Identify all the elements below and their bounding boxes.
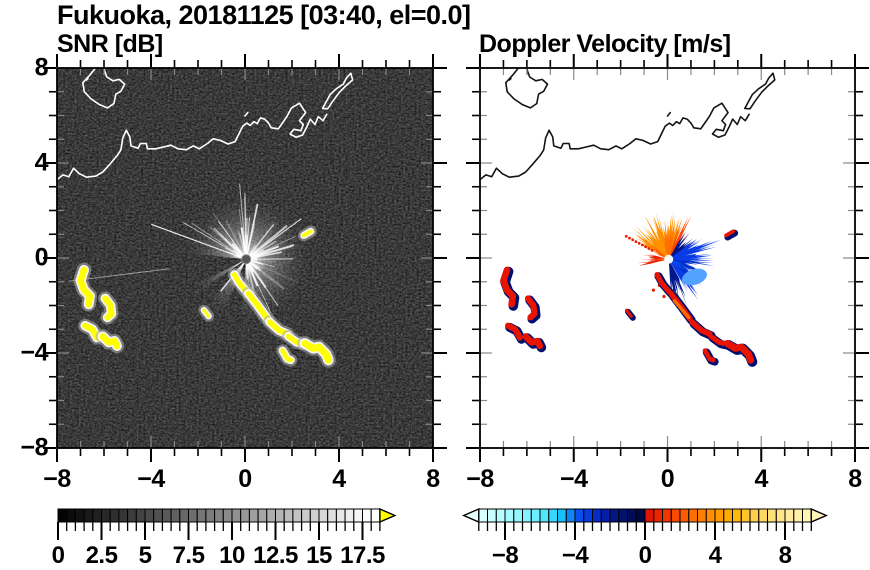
snr-colorbar-label: 5 bbox=[138, 542, 152, 569]
snr-colorbar-label: 12.5 bbox=[253, 542, 298, 569]
snr-colorbar-label: 0 bbox=[51, 542, 65, 569]
velocity-panel-title: Doppler Velocity [m/s] bbox=[479, 30, 731, 58]
y-tick-label: −8 bbox=[20, 433, 48, 462]
snr-colorbar-label: 17.5 bbox=[340, 542, 385, 569]
snr-colorbar-label: 15 bbox=[306, 542, 332, 569]
y-tick-label: 0 bbox=[34, 243, 49, 272]
velocity-colorbar-label: 0 bbox=[638, 542, 652, 569]
x-tick-label: 4 bbox=[332, 465, 346, 493]
snr-colorbar-label: 10 bbox=[219, 542, 245, 569]
snr-plot bbox=[57, 68, 433, 448]
x-tick-label: 8 bbox=[848, 465, 862, 493]
figure-title: Fukuoka, 20181125 [03:40, el=0.0] bbox=[57, 0, 471, 30]
velocity-colorbar-label: 8 bbox=[778, 542, 792, 569]
y-tick-label: 4 bbox=[34, 148, 49, 177]
snr-colorbar-label: 2.5 bbox=[85, 542, 118, 569]
y-tick-label: 8 bbox=[34, 53, 49, 82]
x-tick-label: −4 bbox=[137, 465, 165, 493]
x-tick-label: −8 bbox=[466, 465, 494, 493]
snr-colorbar-label: 7.5 bbox=[172, 542, 205, 569]
velocity-plot bbox=[480, 68, 855, 448]
velocity-colorbar-label: −4 bbox=[561, 542, 589, 569]
velocity-colorbar-label: 4 bbox=[708, 542, 722, 569]
snr-panel-title: SNR [dB] bbox=[57, 30, 163, 58]
x-tick-label: 0 bbox=[238, 465, 252, 493]
x-tick-label: 0 bbox=[660, 465, 675, 493]
x-tick-label: 8 bbox=[426, 465, 440, 493]
y-tick-label: −4 bbox=[20, 338, 48, 367]
velocity-colorbar-label: −8 bbox=[491, 542, 519, 569]
x-tick-label: 4 bbox=[754, 465, 769, 493]
x-tick-label: −8 bbox=[43, 465, 71, 493]
x-tick-label: −4 bbox=[559, 465, 588, 493]
